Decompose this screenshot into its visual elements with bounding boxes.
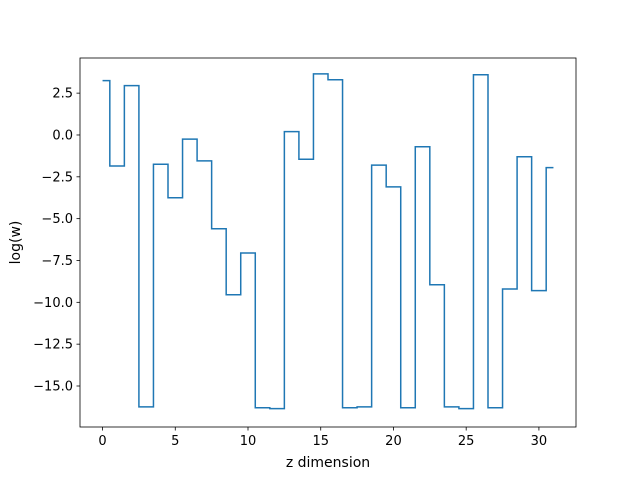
- y-tick-label: −10.0: [33, 296, 73, 311]
- y-tick-label: −7.5: [41, 254, 73, 269]
- y-tick-label: −15.0: [33, 380, 73, 395]
- y-axis-label: log(w): [8, 221, 24, 265]
- y-tick-label: 0.0: [52, 128, 73, 143]
- y-tick-label: −12.5: [33, 338, 73, 353]
- x-tick-label: 20: [385, 434, 402, 449]
- x-axis-label: z dimension: [286, 455, 370, 471]
- x-tick-label: 5: [171, 434, 179, 449]
- x-tick-label: 10: [240, 434, 257, 449]
- series-line-0: [102, 73, 554, 410]
- x-tick-label: 25: [458, 434, 475, 449]
- plot-frame: [79, 57, 577, 428]
- x-tick-label: 0: [98, 434, 106, 449]
- series-layer: [102, 73, 554, 410]
- y-tick-label: 2.5: [52, 87, 73, 102]
- x-tick-label: 30: [531, 434, 548, 449]
- x-tick-label: 15: [312, 434, 329, 449]
- y-tick-label: −5.0: [41, 212, 73, 227]
- y-tick-label: −2.5: [41, 170, 73, 185]
- x-axis: 0 5 10 15 20 25 30: [98, 427, 547, 449]
- y-axis: 2.5 0.0 −2.5 −5.0 −7.5 −10.0 −12.5 −15.0: [33, 87, 80, 395]
